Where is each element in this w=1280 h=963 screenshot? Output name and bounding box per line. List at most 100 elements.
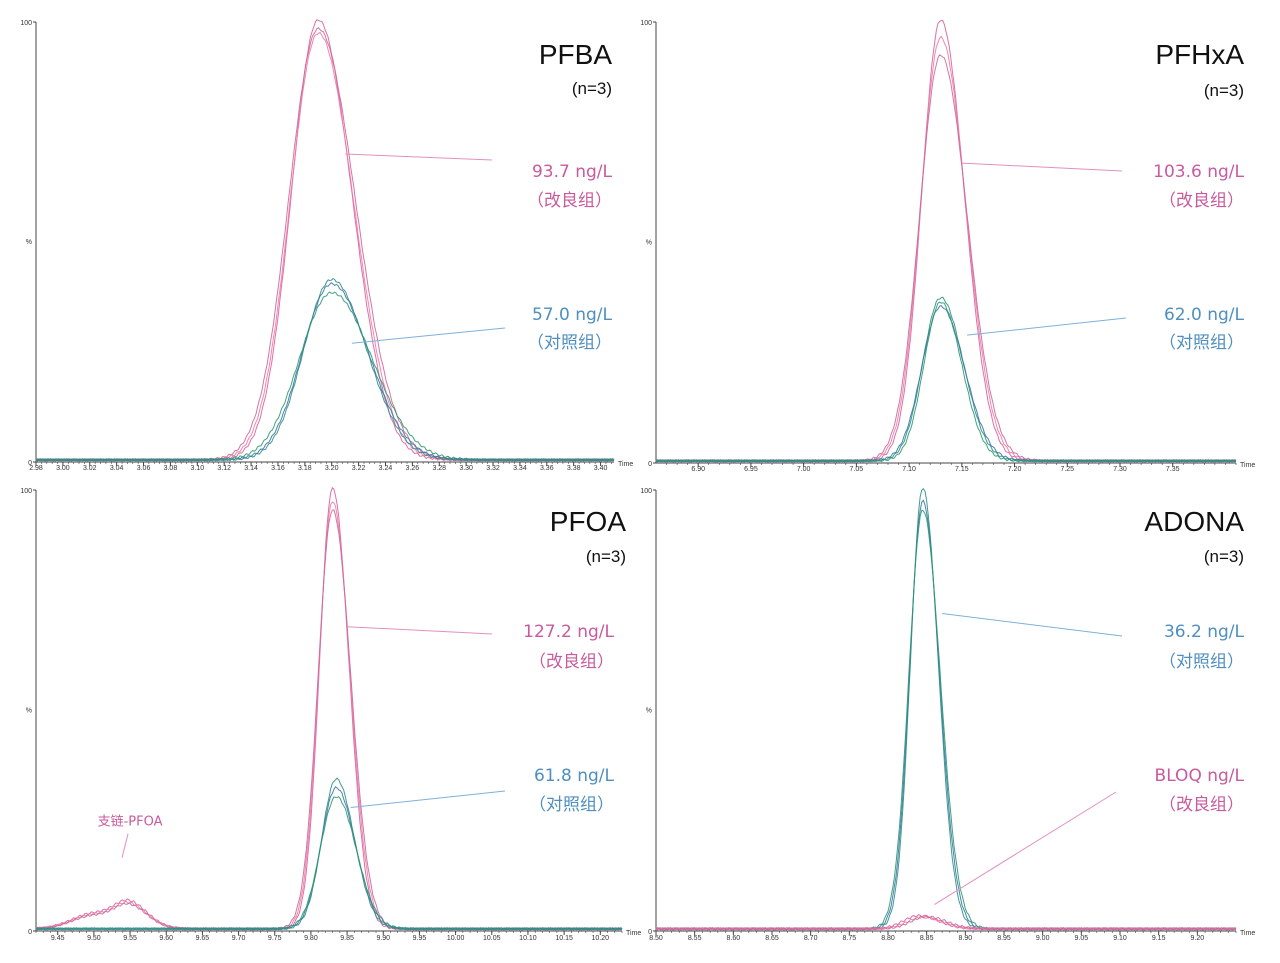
trace-blue-1	[35, 777, 623, 931]
x-axis-label: Time	[1240, 462, 1255, 469]
annotation-group: （改良组）	[529, 652, 614, 672]
x-axis-label: Time	[626, 930, 641, 937]
annotation-pointer	[347, 626, 493, 635]
y-tick-label: 0	[648, 929, 652, 936]
trace-blue-3	[655, 509, 1237, 931]
x-tick-label: 7.05	[850, 466, 864, 473]
trace-blue-3	[35, 291, 615, 462]
trace-pink-3	[35, 27, 615, 462]
trace-blue-2	[35, 785, 623, 931]
annotation-group: （改良组）	[1159, 795, 1244, 815]
y-axis-label: %	[26, 239, 32, 246]
x-tick-label: 9.65	[196, 935, 210, 942]
annotation-group: （对照组）	[527, 333, 612, 353]
trace-pink-2	[655, 916, 1237, 931]
trace-pink-1	[655, 913, 1237, 931]
x-tick-label: 3.02	[83, 465, 97, 472]
chart-title: PFOA	[550, 506, 627, 537]
y-axis-label: %	[646, 708, 652, 715]
x-tick-label: 8.95	[997, 935, 1011, 942]
x-tick-label: 9.90	[376, 935, 390, 942]
x-tick-label: 9.10	[1113, 935, 1127, 942]
annotation-value: BLOQ ng/L	[1155, 766, 1245, 786]
x-tick-label: 7.25	[1060, 466, 1074, 473]
x-tick-label: 8.60	[727, 935, 741, 942]
y-tick-label: 100	[20, 488, 32, 495]
y-tick-label: 0	[648, 461, 652, 468]
y-tick-label: 0	[28, 929, 32, 936]
x-tick-label: 10.05	[483, 935, 501, 942]
x-tick-label: 7.35	[1166, 466, 1180, 473]
annotation-branch-label: 支链-PFOA	[98, 815, 163, 830]
x-tick-label: 3.10	[190, 465, 204, 472]
trace-pink-1	[35, 19, 615, 462]
x-tick-label: 9.60	[159, 935, 173, 942]
trace-pink-2	[35, 501, 623, 931]
x-tick-label: 3.40	[594, 465, 608, 472]
trace-blue-1	[655, 487, 1237, 931]
trace-pink-3	[655, 54, 1237, 463]
x-axis-label: Time	[618, 461, 633, 468]
chart-panel-pfhxa: 0 100% 6.90 6.95 7.00 7.05 7.10 7.15 7.20 7.25 7.3…	[640, 19, 1255, 473]
x-tick-label: 9.45	[51, 935, 65, 942]
x-tick-label: 10.10	[519, 935, 537, 942]
x-tick-label: 3.16	[271, 465, 285, 472]
x-tick-label: 3.18	[298, 465, 312, 472]
annotation-pointer	[350, 790, 506, 809]
x-tick-label: 7.00	[797, 466, 811, 473]
chart-panel-adona: 0 100% 8.50 8.55 8.60 8.65 8.70 8.75 8.80 8.85 8.9…	[640, 487, 1255, 942]
trace-pink-3	[655, 914, 1237, 931]
x-tick-label: 8.85	[920, 935, 934, 942]
x-tick-label: 10.15	[555, 935, 573, 942]
x-tick-label: 3.28	[432, 465, 446, 472]
x-tick-label: 9.75	[268, 935, 282, 942]
x-tick-label: 9.85	[340, 935, 354, 942]
x-tick-label: 9.80	[304, 935, 318, 942]
annotation-value: 57.0 ng/L	[532, 305, 613, 325]
trace-blue-3	[35, 796, 623, 931]
y-axis-label: %	[26, 708, 32, 715]
trace-pink-2	[655, 35, 1237, 463]
annotation-group: （对照组）	[1159, 333, 1244, 353]
chart-title: PFHxA	[1155, 39, 1244, 70]
x-tick-label: 9.00	[1036, 935, 1050, 942]
x-tick-label: 3.14	[244, 465, 258, 472]
x-tick-label: 3.20	[325, 465, 339, 472]
annotation-pointer	[942, 612, 1123, 637]
x-tick-label: 3.06	[137, 465, 151, 472]
x-tick-label: 7.30	[1113, 466, 1127, 473]
x-tick-label: 8.55	[688, 935, 702, 942]
x-tick-label: 9.05	[1075, 935, 1089, 942]
chart-title: ADONA	[1144, 506, 1244, 537]
annotation-value: 93.7 ng/L	[532, 162, 613, 182]
y-tick-label: 100	[20, 20, 32, 27]
x-tick-label: 3.30	[459, 465, 473, 472]
trace-blue-2	[655, 304, 1237, 463]
trace-pink-1	[655, 19, 1237, 463]
y-tick-label: 100	[640, 20, 652, 27]
annotation-pointer	[967, 317, 1127, 336]
x-tick-label: 9.95	[413, 935, 427, 942]
x-axis-label: Time	[1240, 930, 1255, 937]
trace-blue-1	[35, 277, 615, 462]
x-tick-label: 7.15	[955, 466, 969, 473]
annotation-group: （改良组）	[1159, 191, 1244, 211]
x-tick-label: 3.38	[567, 465, 581, 472]
x-tick-label: 10.00	[447, 935, 465, 942]
trace-blue-3	[655, 301, 1237, 463]
annotation-pointer	[121, 833, 129, 858]
chart-subtitle: (n=3)	[1204, 81, 1244, 100]
x-tick-label: 9.15	[1152, 935, 1166, 942]
y-axis-label: %	[646, 240, 652, 247]
chart-panel-pfba: 0 100% 2.98 3.00 3.02 3.04 3.06 3.08 3.10 3.12 3.1…	[20, 19, 633, 472]
x-tick-label: 8.50	[649, 935, 663, 942]
chart-title: PFBA	[539, 39, 612, 70]
annotation-pointer	[961, 162, 1123, 172]
x-tick-label: 6.90	[691, 466, 705, 473]
x-tick-label: 8.75	[843, 935, 857, 942]
annotation-pointer	[351, 327, 506, 344]
trace-pink-3	[35, 509, 623, 931]
x-tick-label: 9.50	[87, 935, 101, 942]
annotation-value: 103.6 ng/L	[1153, 162, 1244, 182]
trace-blue-2	[35, 282, 615, 462]
